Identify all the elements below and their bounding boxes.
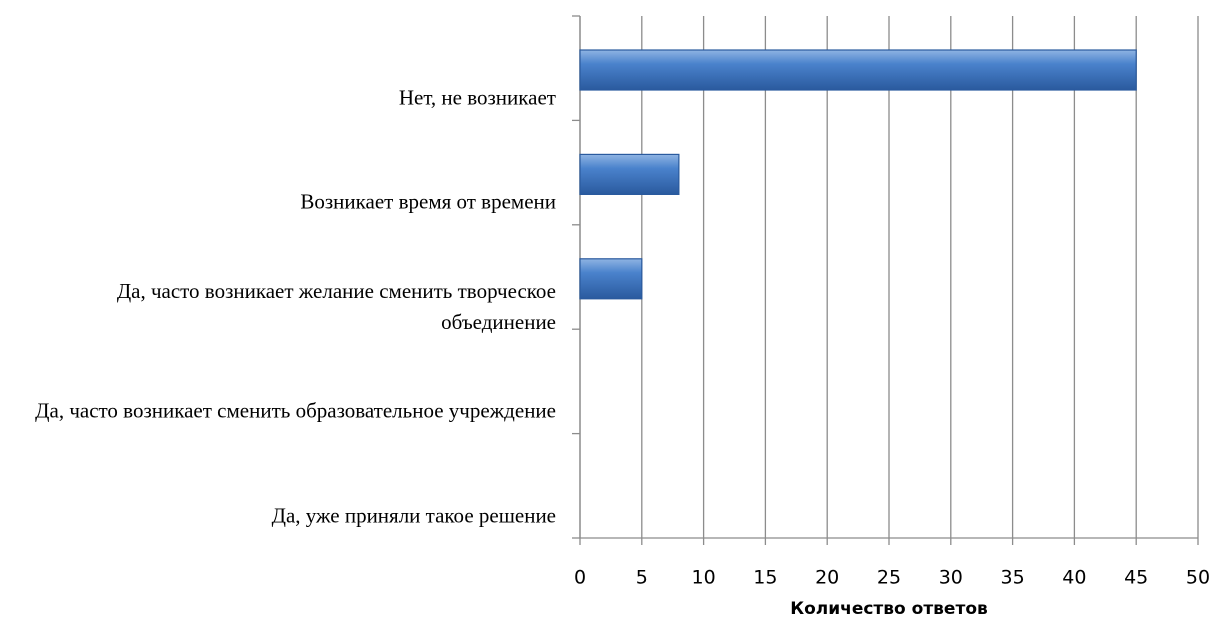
y-tick-label: Да, часто возникает сменить образователь… [35,398,556,423]
bar [579,258,643,300]
bar [579,153,680,195]
y-tick-label: Нет, не возникает [398,85,556,110]
x-tick-label: 10 [692,567,716,589]
x-tick-label: 15 [753,567,777,589]
x-tick-label: 45 [1124,567,1148,589]
bar [579,49,1137,91]
x-tick-label: 40 [1062,567,1086,589]
x-tick-label: 5 [636,567,648,589]
x-tick-label: 20 [815,567,839,589]
x-tick-label: 0 [574,567,586,589]
x-tick-label: 30 [939,567,963,589]
x-tick-label: 50 [1186,567,1210,589]
y-tick-label: Да, часто возникает желание сменить твор… [116,278,556,334]
y-tick-label: Да, уже приняли такое решение [271,503,556,528]
x-tick-label: 35 [1001,567,1025,589]
x-tick-label: 25 [877,567,901,589]
y-tick-label: Возникает время от времени [300,189,556,214]
x-axis-title: Количество ответов [790,599,988,619]
